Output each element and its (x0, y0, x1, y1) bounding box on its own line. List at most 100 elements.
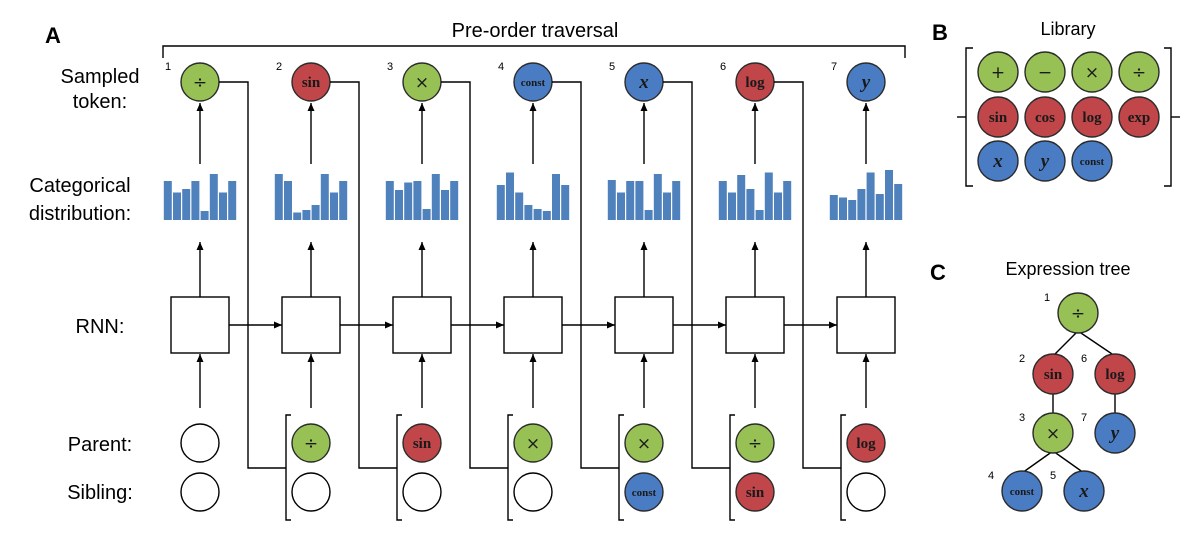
distribution-bar (746, 189, 755, 220)
distribution-bar (395, 190, 403, 220)
token-label: ÷ (1071, 304, 1085, 324)
rnn-cell (281, 296, 341, 354)
input-to-rnn-arrow (751, 354, 759, 408)
tree-edge (1052, 450, 1085, 474)
sampled-token: sin (291, 62, 331, 102)
input-to-rnn-arrow (529, 354, 537, 408)
parent-token: sin (402, 423, 442, 463)
distribution-bar (422, 209, 431, 220)
hidden-state-arrow (451, 321, 504, 329)
distribution-bar (441, 190, 449, 220)
token-circle (1063, 470, 1105, 512)
categorical-label-line1: Categorical (29, 175, 130, 197)
rnn-to-distribution-arrow (640, 242, 648, 297)
sibling-token (513, 472, 553, 512)
sibling-token: sin (735, 472, 775, 512)
distribution-bar (718, 181, 727, 220)
token-circle (1032, 353, 1074, 395)
arrow-head (529, 354, 537, 362)
input-bracket (507, 414, 513, 521)
arrow-head (307, 103, 315, 111)
distribution-bar (200, 211, 209, 220)
token-circle (1001, 470, 1043, 512)
tree-edge (1021, 450, 1054, 474)
distribution-bar (875, 194, 884, 220)
distribution-bar (774, 192, 782, 220)
token-label: const (1080, 156, 1105, 168)
categorical-distribution (163, 174, 237, 220)
distribution-bar (339, 181, 348, 220)
tree-edge (1077, 330, 1116, 357)
input-to-rnn-arrow (862, 354, 870, 408)
tree-node-7: y7 (1081, 412, 1136, 454)
token-label: sin (302, 75, 321, 91)
library-token: × (1071, 51, 1113, 93)
empty-token-circle (513, 472, 553, 512)
traversal-brace (162, 45, 906, 58)
arrow-head (307, 354, 315, 362)
arrow-head (607, 321, 615, 329)
step-3: 3 × sin (385, 61, 504, 521)
token-label: sin (413, 436, 432, 452)
hidden-state-arrow (562, 321, 615, 329)
rnn-cell (392, 296, 452, 354)
token-circle (624, 472, 664, 512)
token-label: x (1078, 481, 1089, 502)
arrow-head (640, 103, 648, 111)
token-label: x (638, 72, 649, 93)
step-index: 7 (831, 61, 837, 73)
rnn-to-distribution-arrow (529, 242, 537, 297)
distribution-bar (542, 211, 551, 220)
distribution-bar (848, 200, 857, 220)
token-circle (1118, 51, 1160, 93)
distribution-bar (764, 172, 773, 220)
library-token: cos (1024, 96, 1066, 138)
step-index: 6 (1081, 353, 1087, 365)
distribution-to-token-arrow (196, 103, 204, 164)
distribution-bar (182, 189, 191, 220)
feedback-path (441, 81, 508, 469)
distribution-bar (644, 210, 653, 220)
distribution-to-token-arrow (640, 103, 648, 164)
token-circle (1032, 412, 1074, 454)
step-6: 6 log ÷ sin (718, 61, 837, 521)
categorical-distribution (607, 174, 681, 220)
parent-token: log (846, 423, 886, 463)
input-bracket (285, 414, 291, 521)
step-1: 1÷ (163, 61, 282, 512)
input-bracket (396, 414, 402, 521)
arrow-head (307, 242, 315, 250)
input-to-rnn-arrow (196, 354, 204, 408)
panel-b: B Library + − × ÷ sin cos log exp x y const (932, 19, 1180, 187)
token-label: × (1046, 424, 1060, 444)
rnn-cell (836, 296, 896, 354)
rnn-cell (503, 296, 563, 354)
tree-edge (1052, 330, 1079, 357)
distribution-bar (293, 212, 302, 220)
tree-node-2: sin 2 (1019, 353, 1074, 395)
token-label: ÷ (748, 434, 762, 454)
token-circle (1024, 51, 1066, 93)
categorical-distribution (274, 174, 348, 220)
token-label: × (415, 73, 429, 93)
arrow-head (274, 321, 282, 329)
library-token: log (1071, 96, 1113, 138)
token-circle (1071, 51, 1113, 93)
empty-token-circle (180, 472, 220, 512)
library-token: y (1024, 140, 1066, 182)
parent-token: × (624, 423, 664, 463)
tree-node-6: log 6 (1081, 353, 1136, 395)
arrow-head (751, 242, 759, 250)
token-label: log (1105, 367, 1125, 383)
token-circle (846, 62, 886, 102)
parent-token: ÷ (291, 423, 331, 463)
distribution-bar (626, 181, 635, 220)
distribution-bar (163, 181, 172, 220)
distribution-to-token-arrow (418, 103, 426, 164)
feedback-line (774, 81, 841, 469)
distribution-bar (311, 205, 320, 220)
distribution-bar (320, 174, 329, 220)
token-label: × (526, 434, 540, 454)
distribution-bar (737, 175, 746, 220)
